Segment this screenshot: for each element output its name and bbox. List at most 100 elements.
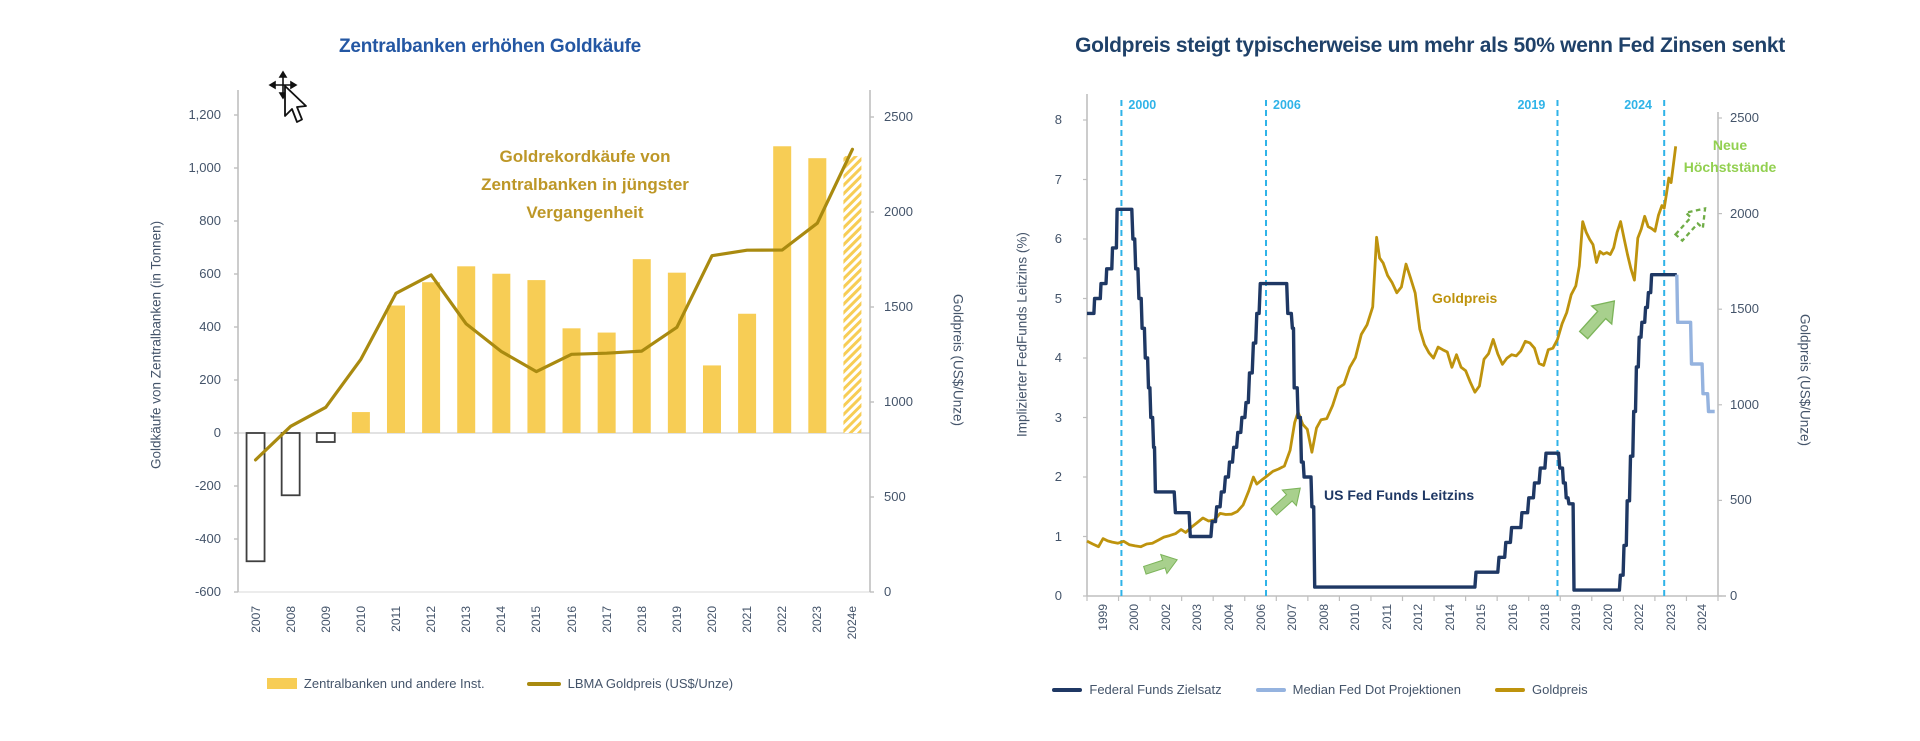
ytick-right: 1000: [1730, 396, 1759, 412]
legend-label-gold: Goldpreis: [1531, 682, 1588, 697]
green-up-arrow-icon: [1270, 487, 1301, 516]
bar-2012: [422, 282, 441, 433]
ytick-right: 0: [1730, 588, 1738, 603]
xtick-year: 2024e: [845, 606, 860, 640]
xtick-year: 2010: [353, 606, 368, 633]
bar-2016: [562, 328, 581, 433]
chart-right-title: Goldpreis steigt typischerweise um mehr …: [1075, 34, 1785, 57]
chart-right-yaxis-title: Implizierter FedFunds Leitzins (%): [1014, 232, 1030, 438]
ytick-left: 1: [1054, 528, 1062, 544]
ytick-left: -400: [194, 531, 221, 546]
chart-right-panel[interactable]: Goldpreis steigt typischerweise um mehr …: [960, 0, 1920, 741]
bar-2017: [597, 332, 616, 433]
legend-label-fed: Federal Funds Zielsatz: [1089, 682, 1222, 697]
bar-2008: [280, 432, 301, 497]
ytick-right: 500: [884, 489, 906, 504]
fed-dots-line: [1675, 274, 1715, 414]
bar-2022: [773, 146, 792, 433]
steel-line-swatch-icon: [1255, 687, 1286, 692]
gold-line-swatch-icon: [1494, 687, 1525, 692]
bar-2010: [351, 412, 370, 433]
bar-2013: [457, 266, 476, 433]
event-year-label: 2006: [1273, 98, 1301, 112]
xtick-year: 2014: [494, 606, 509, 633]
annotation-line: Goldrekordkäufe von: [499, 147, 671, 166]
chart-left-panel[interactable]: Zentralbanken erhöhen Goldkäufe Goldkäuf…: [0, 0, 966, 741]
chart-left-annotation: Goldrekordkäufe von Zentralbanken in jüng…: [420, 143, 750, 227]
ytick-right: 2000: [884, 204, 913, 219]
legend-label-bars: Zentralbanken und andere Inst.: [303, 676, 485, 691]
xtick-year: 2011: [388, 606, 403, 632]
legend-item-bars: Zentralbanken und andere Inst.: [266, 676, 485, 691]
event-year-label: 2000: [1128, 98, 1157, 112]
ytick-left: 3: [1054, 409, 1062, 425]
xtick-year: 2009: [318, 606, 333, 633]
ytick-left: 600: [199, 266, 221, 281]
chart-left-yaxis2-title: Goldpreis (US$/Unze): [950, 293, 966, 427]
fed-funds-line: [1087, 207, 1677, 592]
bar-2024e: [843, 156, 862, 433]
xtick-year: 2016: [564, 606, 579, 633]
ytick-left: 5: [1054, 290, 1062, 306]
xtick-year: 2008: [283, 606, 298, 633]
bar-swatch-icon: [266, 678, 297, 689]
xtick-year: 2017: [599, 606, 614, 633]
ytick-right: 1500: [884, 299, 913, 314]
xtick-year: 2019: [669, 606, 684, 633]
xtick-year: 2021: [740, 606, 755, 633]
line-swatch-icon: [526, 681, 561, 686]
legend-item-fed: Federal Funds Zielsatz: [1052, 682, 1222, 697]
ytick-right: 500: [1730, 492, 1752, 508]
chart-left-legend: Zentralbanken und andere Inst. LBMA Gold…: [180, 676, 820, 691]
event-year-label: 2024: [1624, 98, 1652, 112]
ytick-right: 2500: [1730, 110, 1759, 125]
xtick-year: 2022: [775, 606, 790, 633]
xtick-year: 2020: [704, 606, 719, 633]
annotation-line: Zentralbanken in jüngster: [481, 175, 689, 194]
green-up-arrow-icon: [1142, 553, 1178, 575]
xtick-year: 2007: [248, 606, 263, 633]
mouse-move-cursor-icon: [268, 70, 307, 123]
legend-item-goldline: LBMA Goldpreis (US$/Unze): [526, 676, 734, 691]
ytick-left: 400: [199, 319, 221, 334]
legend-item-dots: Median Fed Dot Projektionen: [1255, 682, 1461, 697]
legend-label-goldline: LBMA Goldpreis (US$/Unze): [567, 676, 734, 691]
xtick-year: 2015: [529, 606, 544, 633]
ytick-right: 0: [884, 584, 892, 599]
bar-2018: [632, 259, 651, 433]
goldpreis-series-label: Goldpreis: [1432, 290, 1498, 306]
bar-2011: [386, 305, 405, 433]
bar-2007: [245, 432, 266, 563]
chart-left-plot: [234, 90, 874, 593]
ytick-right: 1000: [884, 394, 913, 409]
goldprice-line: [1086, 146, 1678, 549]
chart-right-plot: [1083, 94, 1726, 601]
ytick-right: 2000: [1730, 205, 1759, 221]
chart-left-yaxis-title: Goldkäufe von Zentralbanken (in Tonnen): [148, 220, 164, 470]
xtick-year: 2012: [424, 606, 439, 633]
ytick-left: -200: [194, 478, 221, 493]
bar-2019: [667, 272, 686, 433]
bar-2021: [738, 313, 757, 433]
legend-label-dots: Median Fed Dot Projektionen: [1292, 682, 1461, 697]
ytick-left: 4: [1054, 350, 1062, 365]
ytick-left: 7: [1054, 171, 1062, 187]
ytick-right: 1500: [1730, 301, 1759, 317]
green-up-arrow-icon: [1578, 300, 1616, 340]
xtick-year: 2023: [810, 606, 825, 633]
lbma-goldprice-line: [253, 147, 855, 462]
bar-2009: [315, 432, 336, 443]
ytick-left: 0: [213, 425, 221, 440]
ytick-left: 2: [1054, 469, 1062, 484]
ytick-left: 1,200: [188, 107, 221, 122]
navy-line-swatch-icon: [1052, 687, 1083, 692]
ytick-left: 8: [1054, 112, 1062, 127]
ytick-left: 800: [199, 213, 221, 228]
bar-2020: [702, 365, 721, 433]
chart-right-yaxis2-title: Goldpreis (US$/Unze): [1797, 313, 1813, 447]
ytick-left: 200: [199, 372, 221, 387]
ytick-left: 1,000: [188, 160, 221, 175]
chart-left-title: Zentralbanken erhöhen Goldkäufe: [338, 36, 642, 57]
xtick-year: 2013: [459, 606, 474, 633]
